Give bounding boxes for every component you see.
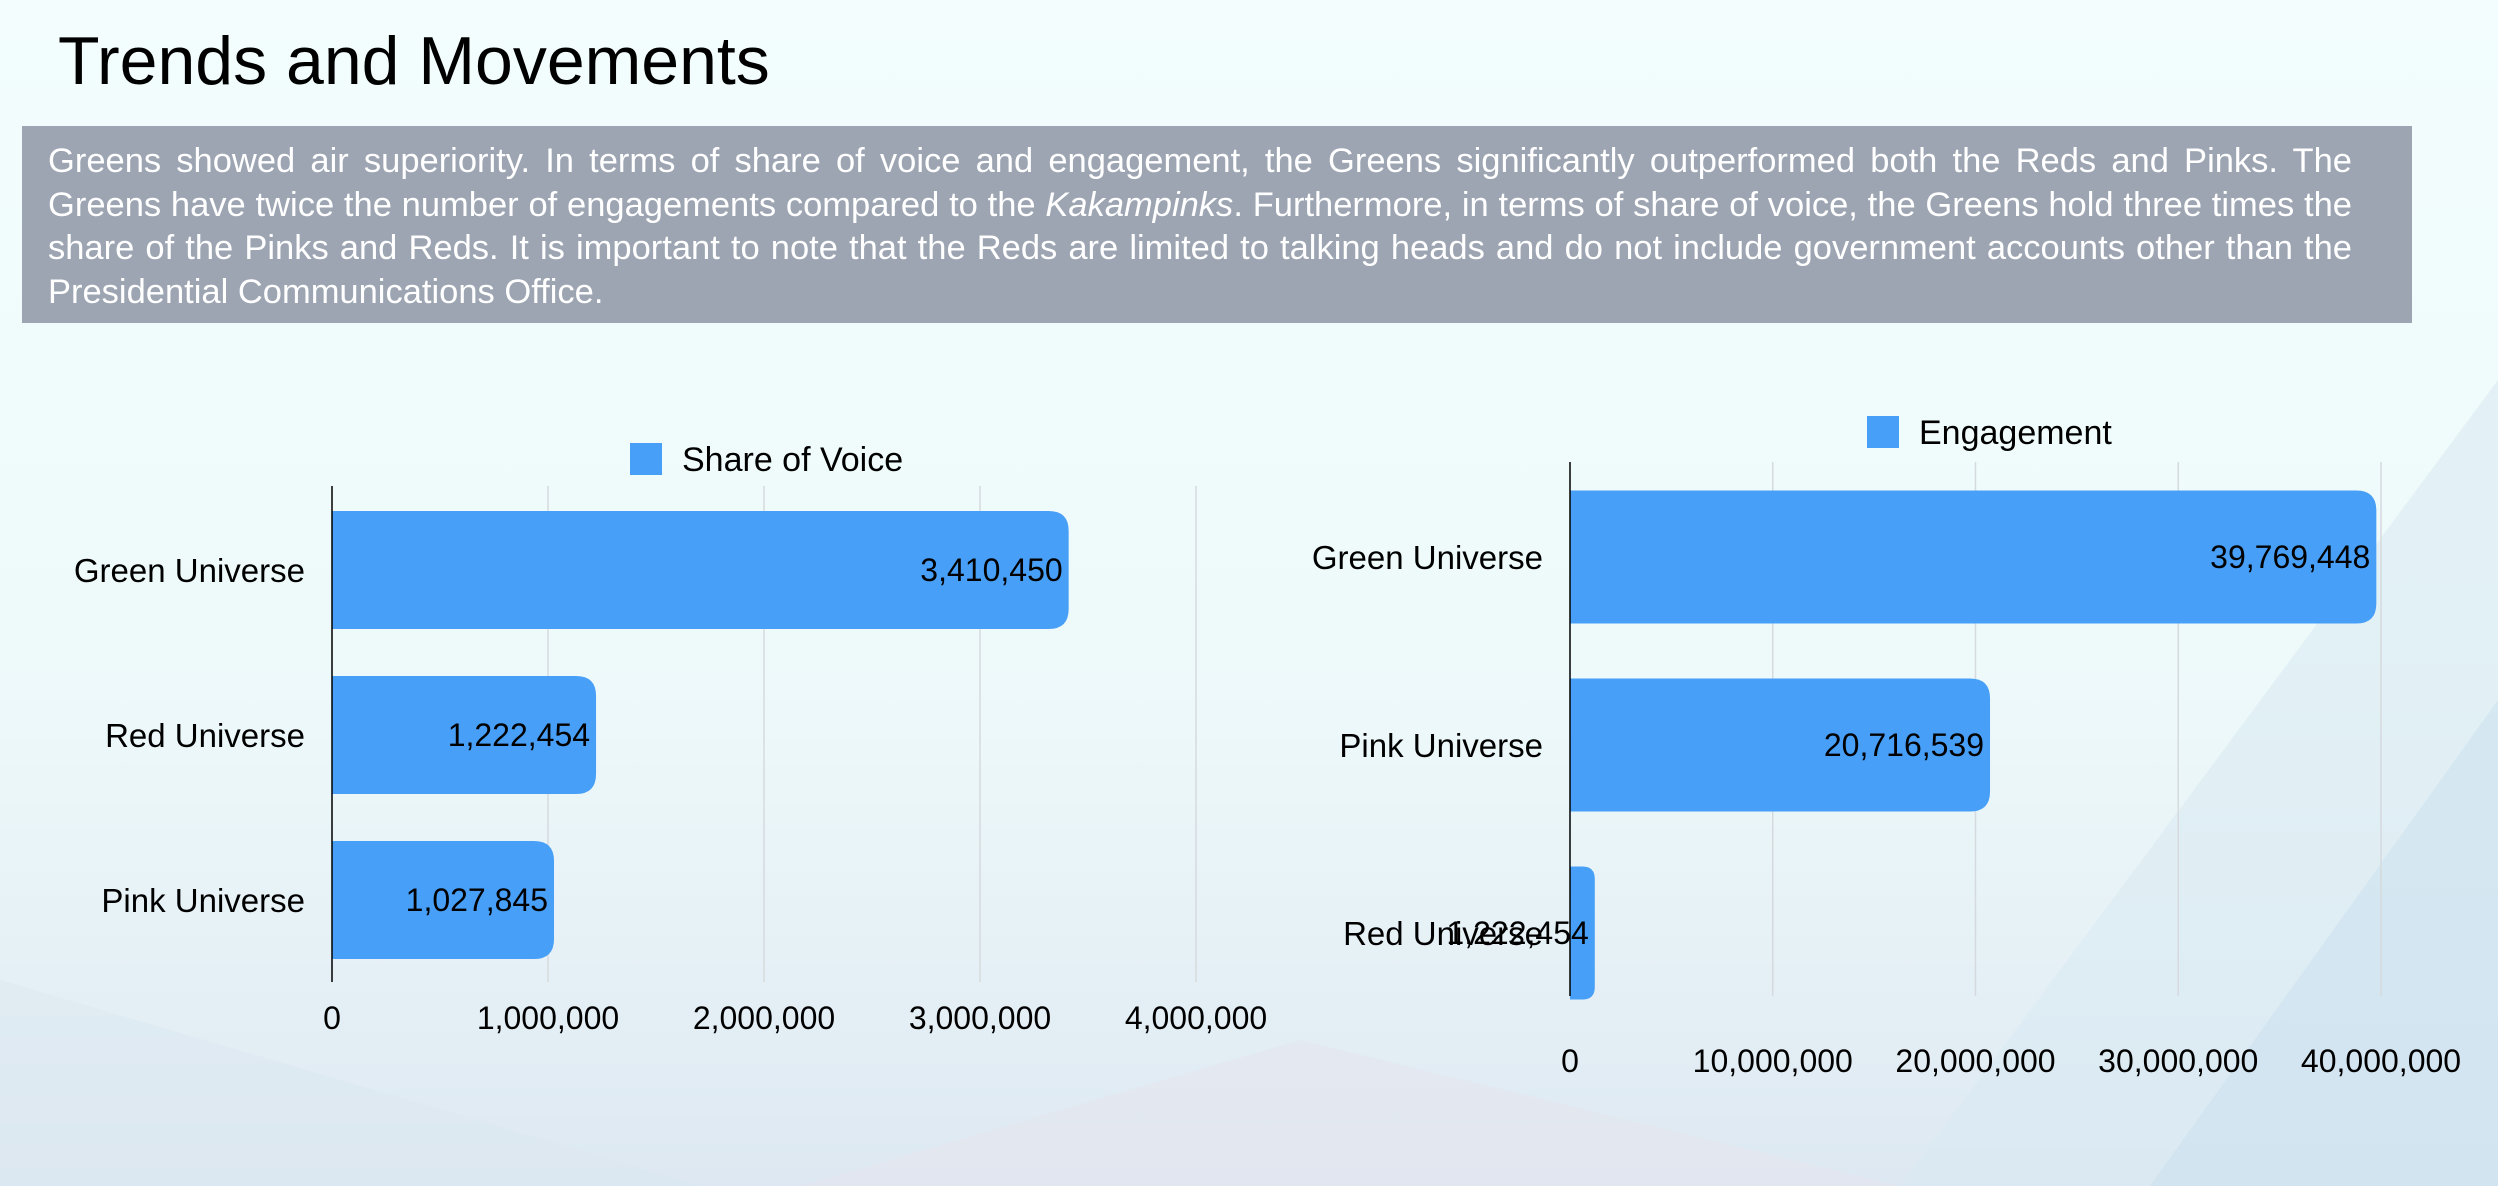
- eng-legend-label: Engagement: [1919, 414, 2112, 452]
- sov-legend-swatch: [630, 443, 662, 475]
- sov-bar: [332, 511, 1069, 629]
- eng-tick-label: 10,000,000: [1693, 1043, 1853, 1079]
- summary-text-part1: Greens showed air superiority. In terms …: [48, 142, 2352, 224]
- summary-text: Greens showed air superiority. In terms …: [48, 140, 2352, 314]
- sov-data-label: 3,410,450: [920, 552, 1062, 588]
- eng-tick-label: 30,000,000: [2098, 1043, 2258, 1079]
- eng-legend-swatch: [1867, 416, 1899, 448]
- eng-data-label: 39,769,448: [2210, 539, 2370, 575]
- eng-tick-label: 20,000,000: [1895, 1043, 2055, 1079]
- sov-data-label: 1,027,845: [406, 882, 548, 918]
- sov-category-label: Green Universe: [74, 552, 305, 589]
- sov-category-label: Pink Universe: [101, 882, 305, 919]
- sov-tick-label: 4,000,000: [1125, 1000, 1267, 1036]
- eng-bar: [1570, 490, 2377, 624]
- page-title: Trends and Movements: [58, 23, 770, 99]
- sov-data-label: 1,222,454: [448, 717, 590, 753]
- eng-tick-label: 40,000,000: [2301, 1043, 2461, 1079]
- sov-bar: [332, 841, 555, 959]
- summary-text-part2: . Furthermore, in terms of share of voic…: [48, 185, 2352, 311]
- sov-tick-label: 3,000,000: [909, 1000, 1051, 1036]
- eng-data-label: 20,716,539: [1824, 727, 1984, 763]
- eng-category-label: Green Universe: [1312, 539, 1543, 576]
- sov-legend-label: Share of Voice: [682, 441, 903, 479]
- sov-tick-label: 1,000,000: [477, 1000, 619, 1036]
- eng-bar: [1570, 678, 1991, 812]
- sov-tick-label: 2,000,000: [693, 1000, 835, 1036]
- summary-text-italic: Kakampinks: [1045, 185, 1234, 224]
- summary-box: Greens showed air superiority. In terms …: [22, 126, 2412, 323]
- sov-bar: [332, 676, 597, 794]
- eng-data-label: 1,222,454: [1446, 915, 1588, 951]
- eng-tick-label: 0: [1561, 1043, 1579, 1079]
- sov-tick-label: 0: [323, 1000, 341, 1036]
- eng-category-label: Pink Universe: [1339, 727, 1543, 764]
- eng-category-label: Red Universe: [1343, 915, 1543, 952]
- eng-bar: [1570, 866, 1595, 1000]
- sov-category-label: Red Universe: [105, 717, 305, 754]
